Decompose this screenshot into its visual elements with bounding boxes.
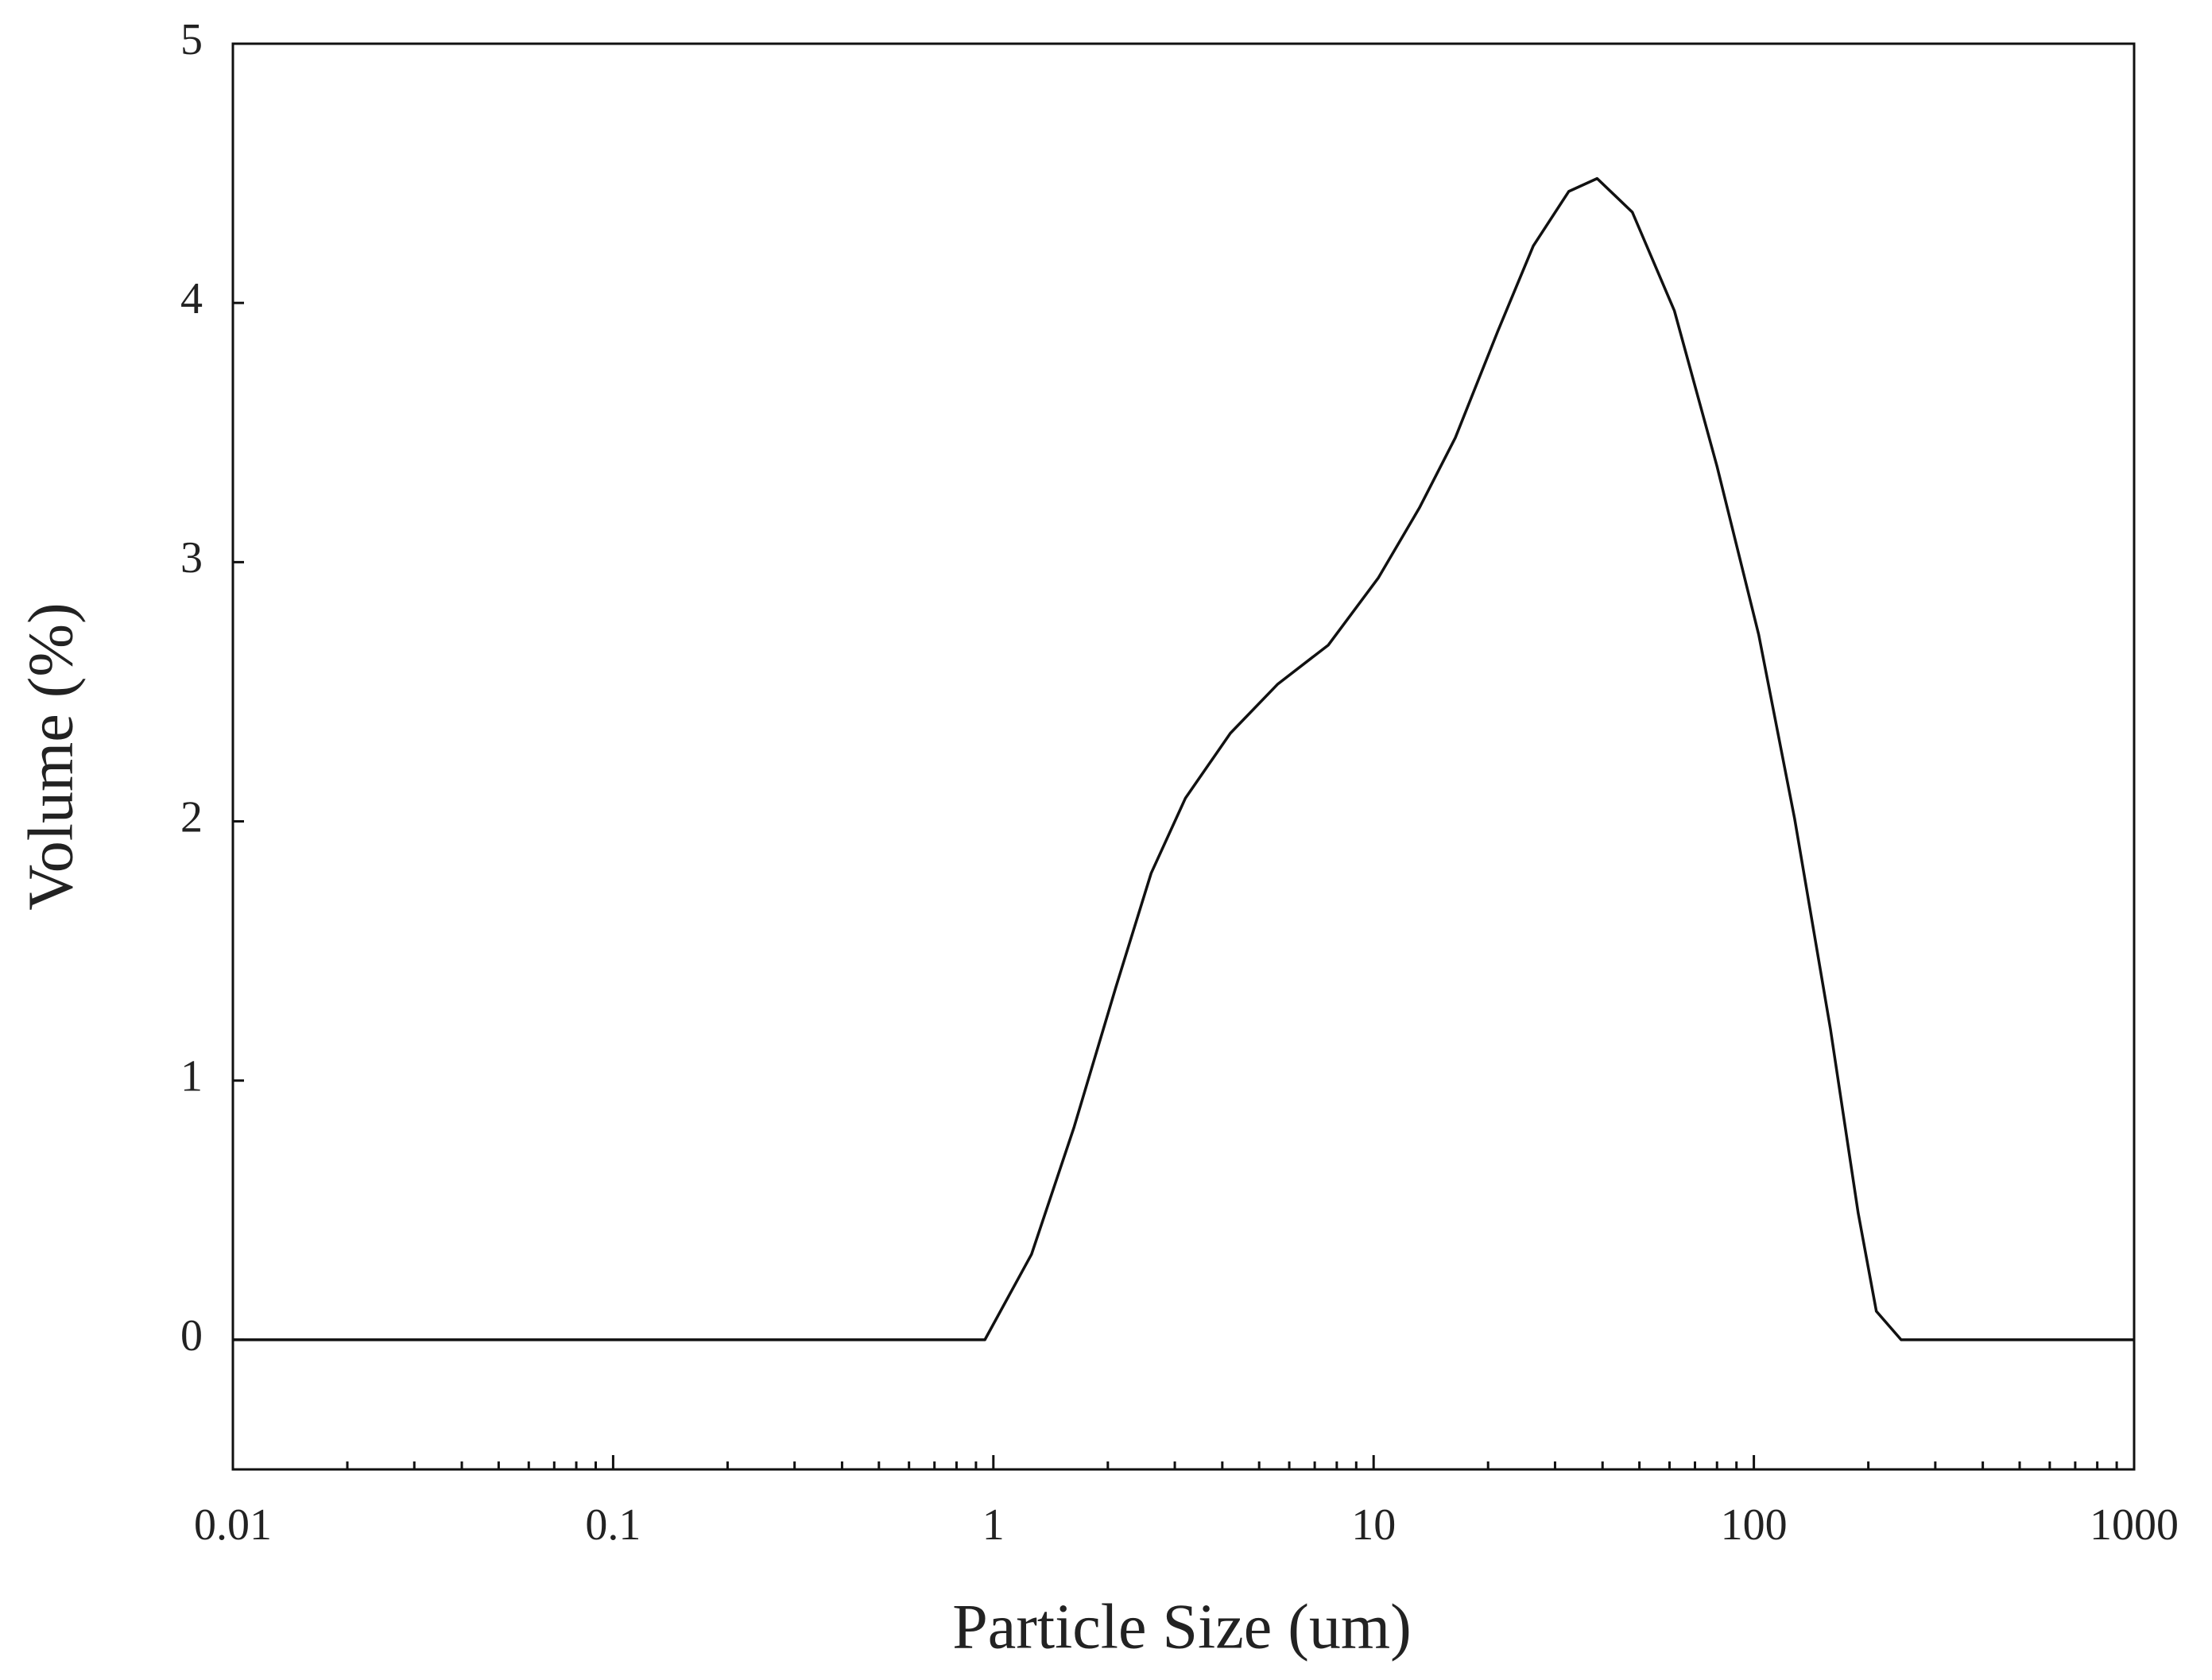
x-tick-label: 0.1 [585,1500,641,1550]
y-tick-label: 1 [180,1052,203,1101]
x-tick-label: 10 [1351,1500,1396,1550]
y-tick-label: 5 [180,15,203,64]
x-tick-label: 1 [982,1500,1005,1550]
y-axis-title: Volume (%) [16,602,86,910]
y-tick-label: 2 [180,792,203,842]
x-axis-title: Particle Size (um) [952,1592,1412,1662]
x-tick-label: 100 [1721,1500,1788,1550]
x-tick-label: 0.01 [194,1500,272,1550]
x-tick-label: 1000 [2090,1500,2179,1550]
y-tick-label: 3 [180,533,203,583]
y-tick-label: 4 [180,274,203,323]
y-tick-label: 0 [180,1311,203,1361]
data-line [233,176,2134,1341]
plot-frame [231,42,2136,1471]
